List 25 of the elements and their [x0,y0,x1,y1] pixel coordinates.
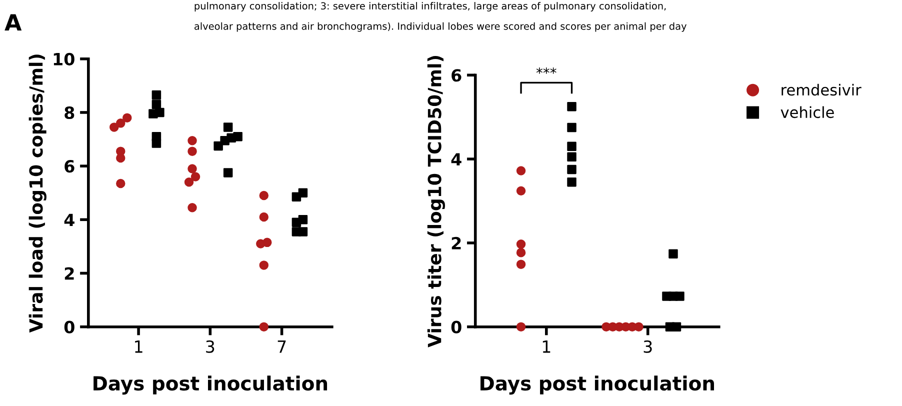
y-tick-label: 4 [64,214,74,226]
y-tick-label: 6 [64,160,74,173]
text: alveolar patterns and air bronchograms). Individual lobes were scored and scores per animal per day [194,22,687,32]
y-tick-label: 2 [64,267,74,280]
x-tick-label: 1 [542,340,550,353]
y-axis-title: Virus titer (log10 TCID50/ml) [427,56,446,348]
x-axis-title: Days post inoculation [94,376,328,395]
text: *** [536,67,556,74]
y-tick-label: 0 [451,320,462,334]
x-tick-label: 3 [644,340,652,353]
x-tick-label: 1 [135,340,142,353]
y-tick-label: 8 [64,106,74,120]
y-tick-label: 0 [64,320,74,334]
y-tick-label: 2 [452,236,461,250]
x-axis-title: Days post inoculation [480,376,714,395]
y-tick-label: 6 [452,69,462,82]
x-tick-label: 7 [278,340,286,353]
y-tick-label: 10 [54,52,74,66]
y-tick-label: 4 [451,153,462,166]
y-axis-title: Viral load (log10 copies/ml) [28,54,46,333]
x-tick-label: 3 [206,340,214,353]
legend-label: remdesivir [782,84,862,96]
chart-title: A [4,14,22,30]
text: pulmonary consolidation; 3: severe interstitial infiltrates, large areas of pulmonary consolidation, [194,2,666,12]
legend-label: vehicle [780,106,834,118]
